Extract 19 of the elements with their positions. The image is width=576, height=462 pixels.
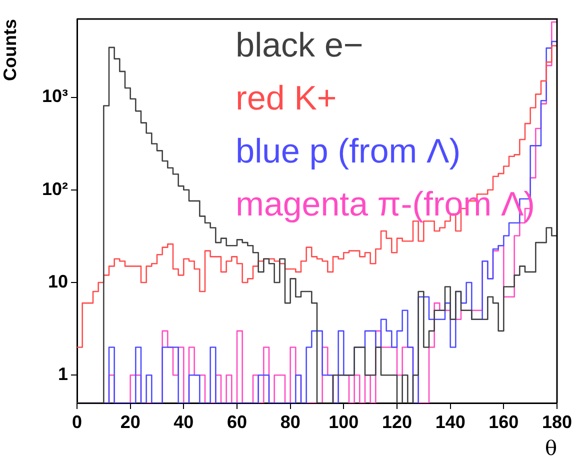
x-tick-label: 180 (542, 412, 572, 432)
x-tick-label: 100 (328, 412, 359, 432)
x-tick-label: 120 (382, 412, 412, 432)
text: red K+ (236, 79, 337, 118)
x-tick-label: 140 (435, 412, 466, 432)
x-tick-label: 160 (488, 412, 519, 432)
series-label: blue p (from Λ) (236, 132, 461, 170)
y-axis-title: Counts (0, 19, 20, 81)
x-tick-label: 40 (174, 412, 194, 432)
y-tick-label: 10³ (42, 86, 68, 106)
x-tick-label: 20 (120, 412, 140, 432)
text: black e− (236, 26, 364, 64)
x-tick-label: 0 (72, 412, 82, 432)
y-tick-label: 10 (48, 271, 68, 292)
x-tick-label: 60 (226, 412, 248, 432)
y-tick-label: 1 (58, 364, 68, 384)
x-axis-title: θ (544, 436, 557, 460)
y-tick-label: 10² (42, 178, 68, 199)
x-tick-label: 80 (280, 412, 300, 432)
